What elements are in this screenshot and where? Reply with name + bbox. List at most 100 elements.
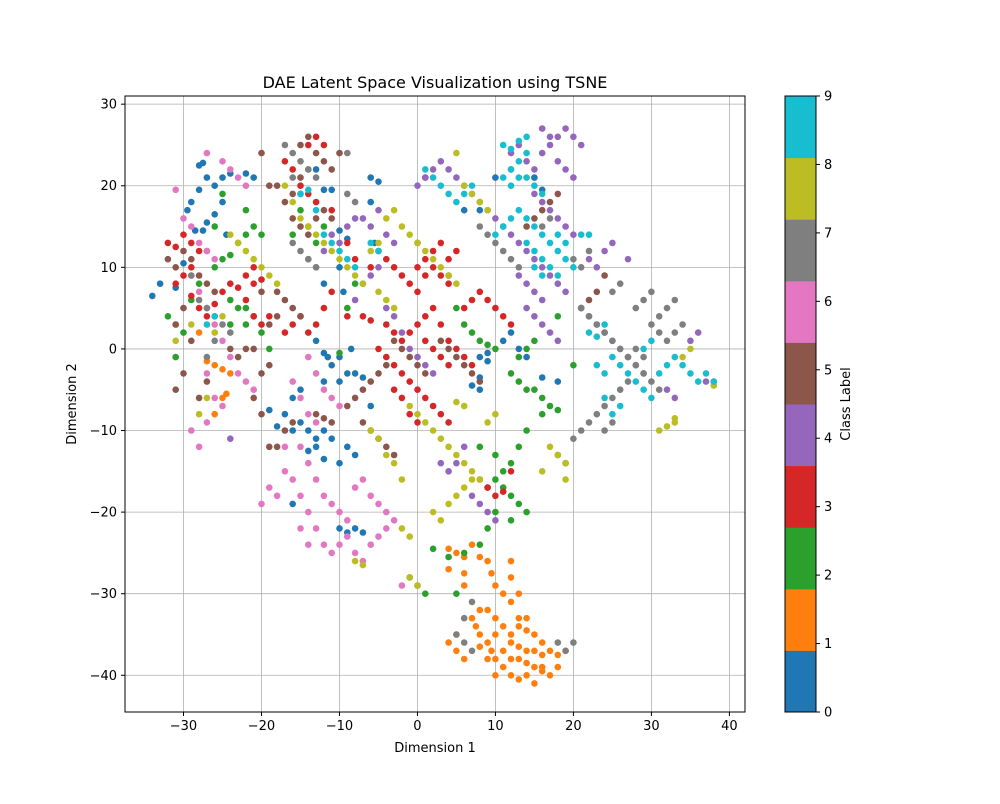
data-point-class-2: [476, 541, 484, 548]
y-axis-ticks: −40 −30 −20 −10 0 10 20 30: [90, 98, 125, 684]
data-point-class-0: [184, 206, 191, 214]
data-point-class-9: [601, 394, 608, 402]
data-point-class-4: [351, 215, 359, 222]
data-point-class-2: [351, 280, 359, 288]
data-point-class-7: [219, 321, 226, 328]
data-point-class-0: [499, 337, 507, 345]
data-point-class-2: [219, 190, 226, 198]
data-point-class-6: [351, 484, 359, 491]
data-point-class-4: [562, 223, 569, 230]
data-point-class-1: [546, 647, 554, 655]
data-point-class-6: [188, 223, 195, 230]
data-point-class-2: [507, 492, 515, 500]
data-point-class-4: [546, 272, 554, 279]
data-point-class-5: [195, 394, 203, 402]
colorbar-tick-label: 6: [824, 295, 832, 310]
data-point-class-4: [687, 337, 694, 345]
data-point-class-3: [406, 378, 414, 385]
data-point-class-9: [624, 370, 632, 377]
data-point-class-8: [406, 533, 414, 540]
data-point-class-3: [468, 296, 476, 304]
data-point-class-2: [492, 345, 499, 353]
data-point-class-0: [289, 427, 297, 434]
data-point-class-0: [156, 280, 164, 288]
data-point-class-6: [305, 459, 312, 467]
data-point-class-7: [593, 321, 601, 328]
data-point-class-4: [390, 239, 398, 247]
data-point-class-7: [585, 313, 593, 320]
data-point-class-3: [390, 329, 398, 336]
data-point-class-9: [577, 231, 585, 238]
colorbar-tick-label: 2: [824, 569, 832, 584]
data-point-class-0: [273, 423, 281, 430]
data-point-class-9: [531, 264, 538, 271]
data-point-class-1: [488, 647, 495, 655]
data-point-class-1: [460, 570, 468, 577]
data-point-class-7: [616, 345, 624, 353]
data-point-class-3: [437, 353, 445, 361]
data-point-class-0: [305, 427, 312, 434]
data-point-class-1: [223, 390, 230, 398]
data-point-class-4: [429, 166, 437, 173]
data-point-class-7: [227, 329, 234, 336]
data-point-class-4: [515, 272, 523, 279]
data-point-class-6: [328, 500, 336, 508]
data-point-class-5: [234, 353, 242, 361]
data-point-class-1: [468, 614, 476, 622]
data-point-class-6: [367, 492, 375, 500]
data-point-class-9: [367, 239, 375, 247]
data-point-class-7: [648, 321, 655, 328]
data-point-class-8: [390, 206, 398, 214]
data-point-class-2: [242, 231, 250, 238]
data-point-class-7: [609, 419, 616, 426]
data-point-class-8: [671, 415, 679, 422]
data-point-class-6: [195, 239, 203, 247]
data-point-class-8: [289, 198, 297, 206]
data-point-class-7: [344, 149, 351, 157]
data-point-class-4: [375, 206, 382, 214]
data-point-class-9: [336, 247, 343, 255]
data-point-class-9: [328, 239, 336, 247]
y-tick-label: 20: [100, 179, 117, 194]
data-point-class-2: [492, 508, 499, 516]
data-point-class-0: [538, 374, 546, 381]
data-point-class-8: [281, 182, 289, 189]
data-point-class-5: [328, 166, 336, 173]
data-point-class-4: [453, 174, 460, 181]
y-tick-label: −20: [90, 506, 117, 521]
data-point-class-0: [336, 264, 343, 271]
data-point-class-3: [164, 239, 172, 247]
data-point-class-5: [546, 198, 554, 206]
data-point-class-8: [562, 459, 569, 467]
data-point-class-0: [460, 206, 468, 214]
data-point-class-4: [663, 386, 671, 394]
data-point-class-8: [538, 468, 546, 475]
data-point-class-7: [593, 410, 601, 418]
data-point-class-9: [554, 272, 562, 279]
data-point-class-3: [172, 243, 179, 251]
data-point-class-3: [414, 321, 421, 328]
data-point-class-8: [429, 508, 437, 516]
data-point-class-0: [320, 427, 328, 434]
data-point-class-6: [320, 386, 328, 394]
data-point-class-3: [180, 231, 187, 238]
data-point-class-6: [258, 500, 265, 508]
data-point-class-9: [609, 410, 616, 418]
colorbar-tick-label: 8: [824, 158, 832, 173]
data-point-class-4: [320, 247, 328, 255]
data-point-class-5: [195, 272, 203, 279]
data-point-class-9: [429, 174, 437, 181]
data-point-class-5: [258, 288, 265, 296]
data-point-class-8: [188, 321, 195, 328]
data-point-class-2: [445, 553, 452, 561]
data-point-class-3: [305, 141, 312, 149]
data-point-class-5: [266, 182, 273, 189]
data-point-class-2: [523, 345, 530, 353]
data-point-class-6: [289, 378, 297, 385]
data-point-class-3: [406, 329, 414, 336]
data-point-class-0: [211, 182, 218, 189]
data-point-class-9: [562, 239, 569, 247]
data-point-class-5: [538, 206, 546, 214]
data-point-class-7: [499, 247, 507, 255]
data-point-class-3: [499, 313, 507, 320]
